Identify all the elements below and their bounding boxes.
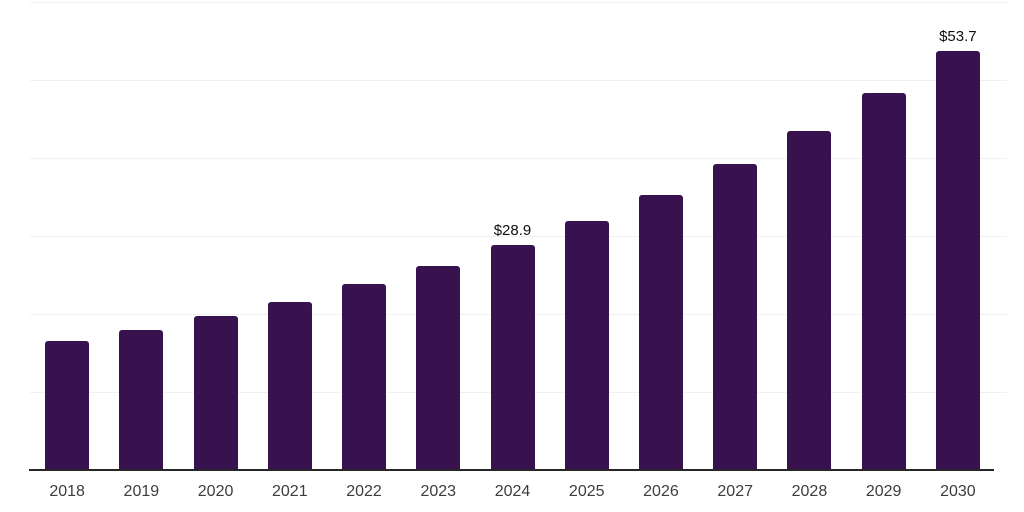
x-tick-label-2025: 2025 — [568, 483, 605, 500]
bar-2030 — [935, 51, 980, 470]
x-tick-label-2018: 2018 — [49, 483, 85, 500]
x-tick-label-2023: 2023 — [420, 483, 457, 500]
grid-line — [30, 80, 1007, 81]
x-tick-label-2027: 2027 — [717, 483, 753, 500]
bar-2019 — [119, 329, 164, 470]
bar-2018 — [45, 341, 90, 470]
bar-2023 — [416, 265, 461, 470]
bar-value-label-2030: $53.7 — [939, 28, 977, 46]
bar-2020 — [193, 315, 238, 470]
bar-value-label-2024: $28.9 — [493, 221, 532, 239]
x-tick-label-2020: 2020 — [197, 483, 234, 500]
grid-line — [30, 158, 1007, 159]
x-tick-label-2028: 2028 — [791, 483, 828, 500]
bar-2021 — [267, 301, 312, 470]
bar-2027 — [713, 164, 758, 470]
x-tick-label-2019: 2019 — [123, 483, 160, 500]
x-tick-label-2022: 2022 — [346, 483, 382, 500]
bar-2028 — [787, 131, 832, 470]
bar-2029 — [861, 93, 906, 470]
x-tick-label-2021: 2021 — [272, 483, 308, 500]
x-tick-label-2029: 2029 — [865, 483, 902, 500]
x-tick-label-2024: 2024 — [494, 483, 531, 500]
bar-2026 — [638, 194, 683, 470]
bar-2025 — [564, 221, 609, 470]
bar-2024 — [490, 244, 535, 470]
bar-2022 — [342, 284, 387, 470]
grid-line — [30, 2, 1007, 3]
x-tick-label-2026: 2026 — [643, 483, 679, 500]
x-axis-line — [29, 469, 994, 471]
x-tick-label-2030: 2030 — [940, 483, 976, 500]
